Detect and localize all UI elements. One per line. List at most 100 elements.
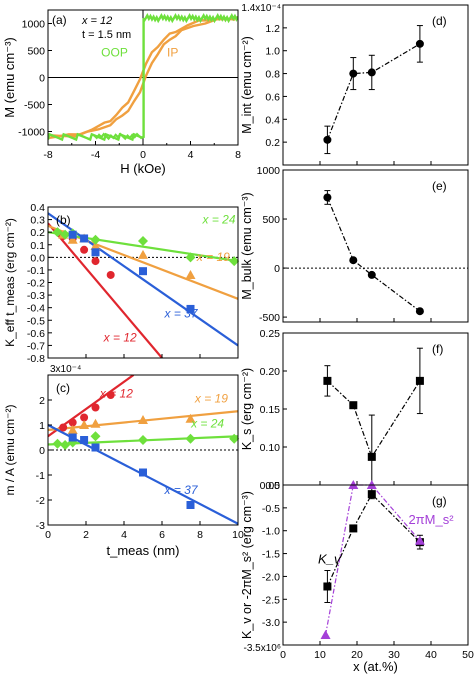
data-point — [323, 376, 332, 385]
panel-b-ytick-label: 0.3 — [30, 215, 45, 227]
data-point — [138, 435, 148, 445]
data-point — [60, 229, 71, 240]
connector-line-e-0 — [326, 197, 421, 312]
data-point — [323, 193, 332, 202]
panel-f-ylabel: K_s (erg cm⁻²) — [240, 368, 254, 450]
panel-c-ylabel: m / A (emu cm⁻²) — [3, 404, 17, 495]
panel-b-ytick-label: 0.4 — [30, 202, 45, 214]
data-point — [80, 234, 89, 243]
panel-d-ytick-label: 0.4 — [265, 114, 280, 126]
data-point — [367, 270, 376, 279]
panel-g-ytick-label: -1.5 — [262, 549, 280, 561]
panel-b-ytick-label: -0.1 — [27, 265, 45, 277]
panel-g-xtick-label: 40 — [425, 649, 437, 661]
panel-c-ytick-label: 1 — [39, 420, 45, 432]
data-point — [91, 257, 100, 266]
panel-b-ytick-label: 0.1 — [30, 240, 45, 252]
panel-f-label: (f) — [432, 342, 443, 356]
data-point — [80, 245, 89, 254]
panel-a-annotation: x = 12 — [81, 15, 112, 27]
data-point — [138, 415, 148, 424]
data-point — [52, 227, 63, 238]
data-point — [323, 135, 332, 144]
series-label: x = 37 — [163, 483, 198, 497]
panel-d-frame — [282, 4, 469, 166]
data-point — [367, 490, 376, 499]
data-point — [323, 582, 332, 591]
fit-line-b-0 — [48, 222, 163, 358]
data-point — [79, 420, 90, 429]
panel-e-ytick-label: 500 — [262, 214, 280, 226]
data-point — [67, 234, 78, 244]
panel-d-ytick-label: 1.0 — [265, 46, 280, 58]
series-oop-loop — [48, 12, 238, 142]
panel-e-ytick-label: 0 — [274, 263, 280, 275]
legend-oop: OOP — [101, 45, 128, 59]
panel-b-ytick-label: -0.5 — [27, 315, 45, 327]
panel-g-scale-label: -3.5x10⁶ — [244, 643, 281, 654]
data-point — [90, 241, 101, 251]
data-point — [60, 440, 71, 450]
series-oop-loop-return — [93, 132, 143, 141]
data-point — [80, 436, 89, 444]
data-point — [367, 452, 376, 461]
panel-c-xlabel: t_meas (nm) — [107, 543, 180, 558]
data-point — [349, 69, 358, 78]
panel-d-ytick-label: 0.8 — [265, 69, 280, 81]
panel-b-ytick-label: 0.2 — [30, 227, 45, 239]
panel-c-ytick-label: -3 — [36, 520, 45, 532]
data-point — [415, 307, 424, 316]
panel-a-xtick-label: 8 — [235, 149, 241, 161]
panel-g-ytick-label: -0.5 — [262, 503, 280, 515]
connector-line-g-0 — [326, 493, 421, 587]
data-point — [138, 235, 148, 246]
data-point — [52, 438, 63, 449]
panel-b-ytick-label: -0.6 — [27, 328, 45, 340]
legend-ip: IP — [167, 45, 178, 59]
panel-a-ytick-label: 1000 — [22, 19, 46, 31]
panel-c-xtick-label: 4 — [121, 529, 127, 541]
panel-g-ytick-label: -2.5 — [262, 594, 280, 606]
panel-c-xtick-label: 8 — [197, 529, 203, 541]
panel-d-label: (d) — [432, 14, 447, 28]
panel-c-xtick-label: 2 — [83, 529, 89, 541]
panel-f-ytick-label: 0.20 — [260, 366, 281, 378]
data-point — [367, 68, 376, 77]
panel-g-ytick-label: -3.0 — [262, 617, 280, 629]
panel-c-ytick-label: -2 — [36, 495, 45, 507]
panel-a-xtick-label: 0 — [140, 149, 146, 161]
panel-c-xtick-label: 6 — [159, 529, 165, 541]
panel-c-xtick-label: 0 — [45, 529, 51, 541]
panel-g-ytick-label: -2.0 — [262, 571, 280, 583]
panel-d-ytick-label: 0.2 — [265, 137, 280, 149]
data-point — [68, 230, 77, 239]
data-point — [415, 39, 424, 48]
series-label: x = 24 — [190, 417, 224, 431]
panel-d-ytick-label: 1.2 — [265, 23, 280, 35]
series-label: x = 37 — [163, 307, 198, 321]
panel-g-xtick-label: 20 — [351, 649, 363, 661]
data-point — [90, 418, 101, 428]
panel-a-xtick-label: -4 — [91, 149, 100, 161]
panel-f-ytick-label: 0.05 — [260, 480, 281, 492]
data-point — [139, 468, 147, 477]
panel-b-label: (b) — [56, 213, 71, 227]
panel-b-ytick-label: -0.4 — [27, 303, 45, 315]
panel-d-scale-label: 1.4x10⁻⁴ — [241, 3, 281, 14]
panel-b-ylabel: K_eff t_meas (erg cm⁻²) — [3, 218, 17, 347]
panel-a-ytick-label: 500 — [27, 46, 45, 58]
panel-g-xtick-label: 50 — [462, 649, 474, 661]
panel-g-xtick-label: 10 — [314, 649, 326, 661]
data-point — [414, 535, 425, 545]
panel-c-ytick-label: -1 — [36, 470, 45, 482]
data-point — [320, 629, 331, 639]
panel-g-ytick-label: 0.0 — [265, 480, 280, 492]
data-point — [90, 234, 101, 245]
data-point — [185, 252, 196, 263]
data-point — [139, 267, 147, 276]
data-point — [229, 433, 240, 444]
data-point — [186, 304, 195, 313]
series-label: x = 19 — [194, 392, 228, 406]
panel-a-series — [48, 12, 238, 142]
